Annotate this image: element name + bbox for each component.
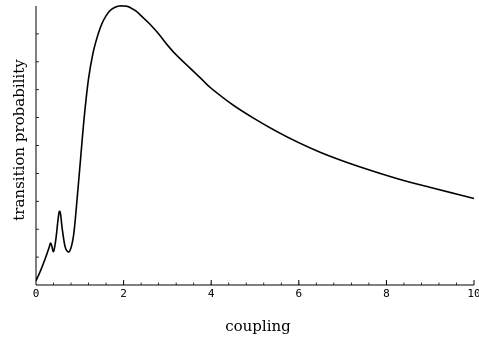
series-layer [36, 6, 474, 281]
x-axis-label: coupling [225, 317, 291, 335]
axis-ticks: 0 2 4 6 8 10 [33, 34, 479, 300]
x-tick-label: 4 [208, 287, 215, 300]
y-axis-label: transition probability [10, 59, 28, 221]
x-tick-label: 2 [120, 287, 127, 300]
x-tick-label: 10 [467, 287, 479, 300]
axes-frame [36, 6, 474, 285]
x-tick-label: 8 [383, 287, 390, 300]
x-tick-label: 0 [33, 287, 40, 300]
x-tick-label: 6 [295, 287, 302, 300]
series-line [36, 6, 474, 281]
